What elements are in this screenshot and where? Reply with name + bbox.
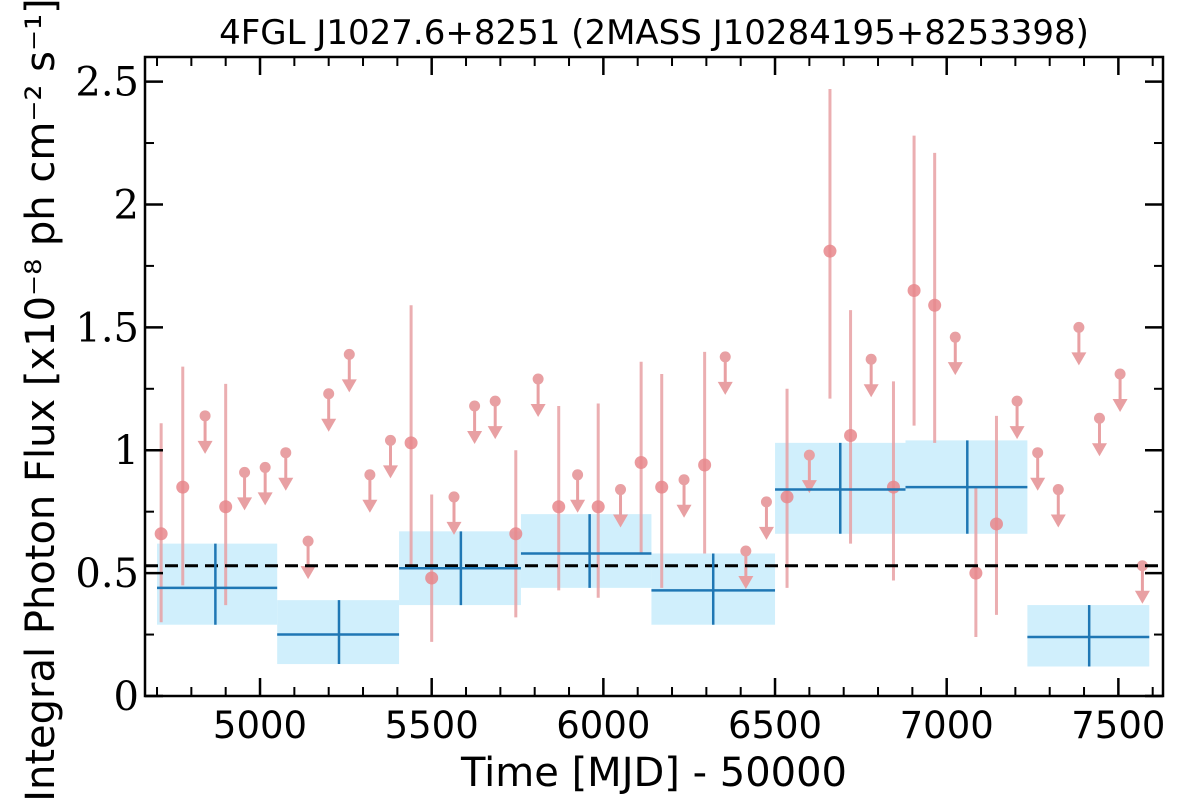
- upper-limit-point-18: [740, 545, 752, 557]
- upper-limit-point-22: [1011, 395, 1023, 407]
- upper-limit-arrow-5: [321, 418, 337, 432]
- upper-limit-arrow-9: [446, 521, 462, 535]
- upper-limit-point-11: [489, 395, 501, 407]
- detection-point-12: [823, 244, 837, 258]
- detection-point-16: [928, 298, 942, 312]
- upper-limit-arrow-25: [1071, 352, 1087, 366]
- axes-layer: 0 0.5 1 1.5 2 2.5 5000 5500 6000 6500 7000 7500: [75, 57, 1165, 747]
- upper-limit-point-3: [280, 447, 292, 459]
- upper-limit-point-13: [572, 469, 584, 481]
- upper-limit-arrow-16: [717, 381, 733, 395]
- upper-limit-arrow-7: [362, 499, 378, 513]
- upper-limit-arrow-20: [863, 384, 879, 398]
- x-tick-label-2: 6000: [556, 704, 650, 747]
- detection-point-7: [591, 500, 605, 514]
- upper-limit-arrow-8: [382, 465, 398, 479]
- detection-point-8: [634, 456, 648, 470]
- x-tick-label-0: 5000: [213, 704, 307, 747]
- detection-point-13: [844, 428, 858, 442]
- upper-limit-point-16: [719, 351, 731, 363]
- plot-frame: [143, 55, 1165, 698]
- upper-limit-point-20: [865, 353, 877, 365]
- upper-limit-arrow-23: [1030, 477, 1046, 491]
- upper-limit-arrow-12: [530, 403, 546, 417]
- x-axis-label: Time [MJD] - 50000: [460, 750, 847, 796]
- upper-limit-point-19: [803, 449, 815, 461]
- upper-limit-arrow-1: [237, 497, 253, 511]
- detection-point-11: [780, 490, 794, 504]
- chart-title: 4FGL J1027.6+8251 (2MASS J10284195+82533…: [219, 13, 1089, 53]
- upper-limit-point-2: [259, 461, 271, 473]
- upper-limit-point-9: [448, 491, 460, 503]
- upper-limit-arrow-26: [1091, 443, 1107, 457]
- upper-limit-point-12: [532, 373, 544, 385]
- upper-limit-point-21: [949, 331, 961, 343]
- upper-limit-arrow-2: [257, 492, 273, 506]
- detection-point-10: [698, 458, 712, 472]
- upper-limit-arrow-15: [676, 504, 692, 518]
- y-tick-label-2: 1: [114, 428, 139, 474]
- upper-limit-arrow-4: [300, 566, 316, 580]
- detection-point-18: [989, 517, 1003, 531]
- upper-limit-point-28: [1136, 560, 1148, 572]
- upper-limit-point-14: [615, 484, 627, 496]
- upper-limit-arrow-27: [1112, 399, 1128, 413]
- upper-limit-point-5: [323, 388, 335, 400]
- detection-point-17: [969, 566, 983, 580]
- detection-point-5: [509, 527, 523, 541]
- detection-point-3: [404, 436, 418, 450]
- upper-limit-point-8: [384, 434, 396, 446]
- upper-limit-arrow-13: [570, 499, 586, 513]
- upper-limit-point-0: [199, 410, 211, 422]
- upper-limit-arrow-14: [613, 514, 629, 528]
- plot-layer: [145, 88, 1163, 667]
- bin-box-3: [520, 514, 652, 588]
- upper-limit-point-15: [678, 474, 690, 486]
- x-tick-label-5: 7500: [1071, 704, 1165, 747]
- upper-limit-point-24: [1052, 484, 1064, 496]
- y-tick-label-1: 0.5: [75, 551, 139, 597]
- upper-limit-arrow-6: [341, 379, 357, 393]
- detection-point-0: [154, 527, 168, 541]
- upper-limit-arrow-3: [278, 477, 294, 491]
- detection-point-4: [425, 571, 439, 585]
- upper-limit-arrow-18: [738, 575, 754, 589]
- upper-limit-arrow-11: [487, 426, 503, 440]
- bin-box-0: [157, 543, 278, 625]
- y-tick-label-5: 2.5: [75, 60, 139, 106]
- upper-limit-point-25: [1073, 321, 1085, 333]
- upper-limit-arrow-17: [758, 526, 774, 540]
- upper-limit-arrow-10: [467, 430, 483, 444]
- detection-point-2: [219, 500, 233, 514]
- upper-limit-point-1: [239, 466, 251, 478]
- upper-limit-point-7: [364, 469, 376, 481]
- y-axis-label: Integral Photon Flux [x10⁻⁸ ph cm⁻² s⁻¹]: [18, 0, 64, 800]
- upper-limit-arrow-21: [947, 362, 963, 376]
- upper-limit-arrow-22: [1009, 426, 1025, 440]
- detection-point-14: [886, 480, 900, 494]
- upper-limit-point-27: [1114, 368, 1126, 380]
- upper-limit-arrow-0: [197, 440, 213, 454]
- upper-limit-point-23: [1032, 447, 1044, 459]
- upper-limit-point-17: [760, 496, 772, 508]
- detection-point-15: [907, 283, 921, 297]
- upper-limit-point-10: [469, 400, 481, 412]
- y-tick-label-0: 0: [114, 674, 139, 720]
- detection-point-6: [552, 500, 566, 514]
- x-tick-label-4: 7000: [900, 704, 994, 747]
- x-tick-label-1: 5500: [385, 704, 479, 747]
- upper-limit-arrow-24: [1050, 514, 1066, 528]
- x-tick-label-3: 6500: [728, 704, 822, 747]
- upper-limit-arrow-19: [801, 480, 817, 494]
- upper-limit-arrow-28: [1134, 590, 1150, 604]
- upper-limit-point-26: [1093, 412, 1105, 424]
- y-tick-label-3: 1.5: [75, 305, 139, 351]
- upper-limit-point-4: [302, 535, 314, 547]
- detection-point-1: [176, 480, 190, 494]
- y-tick-label-4: 2: [114, 182, 139, 228]
- detection-point-9: [655, 480, 669, 494]
- upper-limit-point-6: [343, 348, 355, 360]
